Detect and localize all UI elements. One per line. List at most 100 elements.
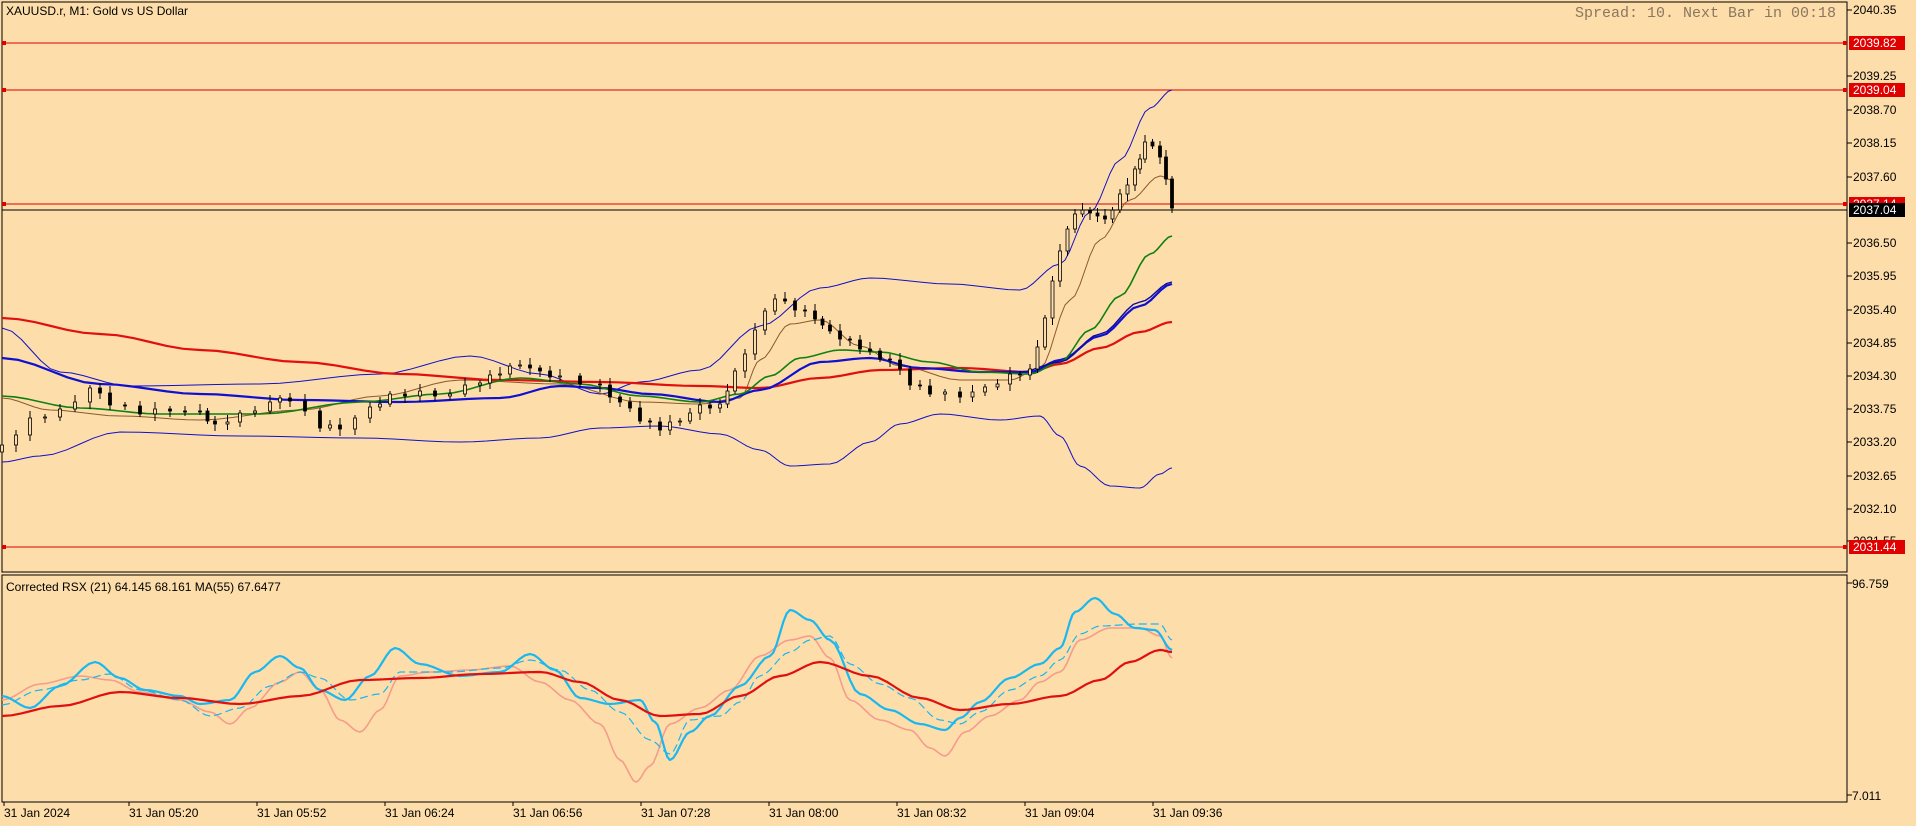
candle-bear xyxy=(98,387,102,394)
line-anchor-right[interactable] xyxy=(1843,88,1847,92)
candle-bear xyxy=(618,396,622,403)
moving-average-blue xyxy=(1,282,1173,404)
candle-bear xyxy=(638,407,642,422)
candle-bear xyxy=(918,384,922,387)
candle-bear xyxy=(898,359,902,370)
bollinger-lower xyxy=(1,413,1173,489)
candle-bear xyxy=(108,392,112,406)
candle-bear xyxy=(783,298,787,302)
candle-bull xyxy=(488,374,492,384)
price-tick-label: 2039.25 xyxy=(1853,69,1897,83)
candle-bull xyxy=(1008,373,1012,385)
candle-bear xyxy=(548,370,552,378)
candle-bull xyxy=(1065,228,1070,252)
candle-bull xyxy=(14,434,18,446)
candle-bull xyxy=(1125,184,1130,195)
price-tick-label: 2038.15 xyxy=(1853,136,1897,150)
candle-bear xyxy=(528,364,532,369)
candle-bull xyxy=(353,417,357,430)
price-line-tag xyxy=(1849,83,1905,97)
spread-status: Spread: 10. Next Bar in 00:18 xyxy=(1575,5,1836,22)
candle-bull xyxy=(278,397,282,403)
rsx-signal-line xyxy=(1,623,1173,755)
candle-bear xyxy=(198,410,202,413)
candle-bear xyxy=(608,384,612,398)
candle-bull xyxy=(43,416,47,419)
line-anchor-left[interactable] xyxy=(2,88,6,92)
candle-bull xyxy=(508,365,512,375)
candle-bull xyxy=(1050,280,1055,319)
price-tick-label: 2032.65 xyxy=(1853,469,1897,483)
time-axis: 31 Jan 2024 31 Jan 05:20 31 Jan 05:52 31 Ja… xyxy=(3,802,1223,820)
line-anchor-left[interactable] xyxy=(2,202,6,206)
candle-bear xyxy=(1095,212,1100,217)
candle-bull xyxy=(328,424,332,429)
candle-bull xyxy=(743,353,747,372)
candle-bull xyxy=(943,391,947,395)
candle-bear xyxy=(338,424,342,430)
candle-bull xyxy=(1028,368,1032,376)
candle-bear xyxy=(1018,373,1022,376)
candle-bull xyxy=(418,390,422,397)
candle-bear xyxy=(1170,178,1174,209)
candle-bull xyxy=(688,412,692,422)
price-tick-label: 2037.60 xyxy=(1853,170,1897,184)
candle-bear xyxy=(888,358,892,361)
candle-bear xyxy=(838,330,842,340)
line-anchor-left[interactable] xyxy=(2,545,6,549)
candle-bear xyxy=(1158,145,1162,158)
price-tick-label: 2035.95 xyxy=(1853,269,1897,283)
line-anchor-left[interactable] xyxy=(2,41,6,45)
candle-bear xyxy=(908,368,912,386)
price-tick-label: 2036.50 xyxy=(1853,236,1897,250)
rsx-main-line xyxy=(1,596,1173,762)
time-tick-label: 31 Jan 06:56 xyxy=(513,806,583,820)
candle-bull xyxy=(668,421,672,431)
candle-bull xyxy=(58,408,62,418)
price-line-tag-label: 2039.82 xyxy=(1853,36,1897,50)
price-tick-label: 2034.30 xyxy=(1853,369,1897,383)
current-price-tag xyxy=(1849,203,1905,217)
candle-bull xyxy=(1035,346,1040,370)
candle-bear xyxy=(578,375,582,385)
candle-bear xyxy=(403,393,407,397)
candle-bear xyxy=(648,420,652,423)
candle-bull xyxy=(995,383,1000,388)
current-price-tag-label: 2037.04 xyxy=(1853,203,1897,217)
candle-bear xyxy=(820,318,825,326)
candle-bear xyxy=(598,383,602,386)
candle-bull xyxy=(1118,193,1122,211)
candle-bull xyxy=(253,410,257,414)
rsx-series xyxy=(1,596,1173,783)
candle-bull xyxy=(518,364,522,367)
line-anchor-right[interactable] xyxy=(1843,202,1847,206)
candle-bear xyxy=(183,410,187,413)
line-anchor-right[interactable] xyxy=(1843,41,1847,45)
price-line-tag xyxy=(1849,36,1905,50)
candle-bear xyxy=(858,339,862,350)
candle-bear xyxy=(538,367,542,372)
candle-bull xyxy=(478,382,482,386)
candle-bear xyxy=(708,404,712,409)
candle-bull xyxy=(718,403,722,409)
candle-bull xyxy=(763,310,767,331)
time-tick-label: 31 Jan 07:28 xyxy=(641,806,711,820)
time-tick-label: 31 Jan 2024 xyxy=(4,806,70,820)
price-tick-label: 2038.70 xyxy=(1853,103,1897,117)
price-tick-label: 2034.85 xyxy=(1853,336,1897,350)
candle-bear xyxy=(1164,156,1168,180)
current-price-line: 2037.04 xyxy=(2,203,1905,217)
line-anchor-right[interactable] xyxy=(1843,545,1847,549)
price-axis: 2040.35 2039.25 2038.70 2038.15 2037.60 2036.… xyxy=(1847,3,1897,548)
candle-bull xyxy=(1110,209,1115,220)
candles xyxy=(0,135,1174,455)
candle-bear xyxy=(828,324,832,332)
candle-bull xyxy=(970,391,975,398)
candle-bear xyxy=(878,350,882,360)
time-tick-label: 31 Jan 08:32 xyxy=(897,806,967,820)
candle-bear xyxy=(803,309,807,312)
moving-average-green xyxy=(1,235,1173,415)
candle-bear xyxy=(1150,141,1155,147)
